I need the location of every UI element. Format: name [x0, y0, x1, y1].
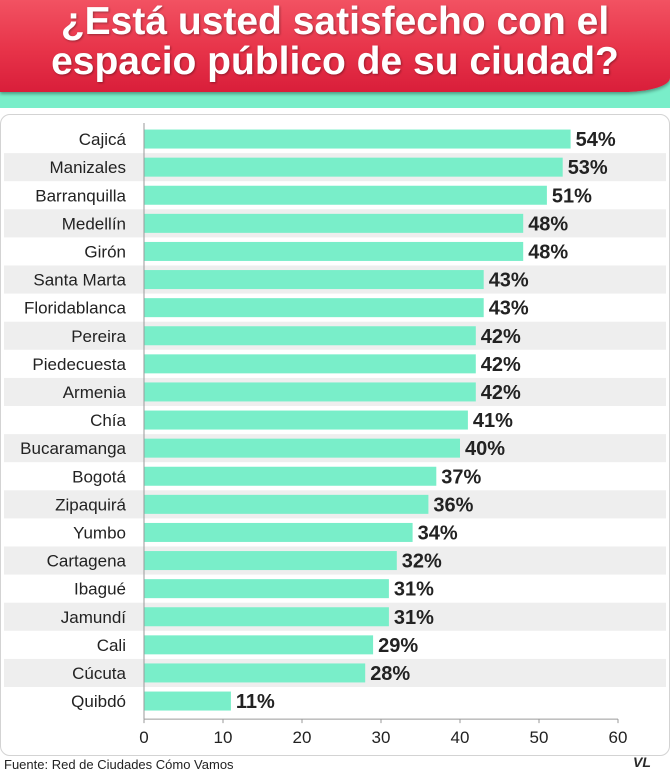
category-label: Jamundí [61, 608, 126, 627]
value-label: 42% [481, 326, 521, 348]
title-banner: ¿Está usted satisfecho con el espacio pú… [0, 0, 670, 92]
value-label: 29% [378, 635, 418, 657]
chart-panel: Cajicá Manizales Barranquilla Medellín Girón… [0, 114, 670, 756]
bar-3 [144, 185, 547, 205]
bar-6 [144, 270, 484, 290]
x-tick-label: 10 [214, 728, 233, 747]
x-tick-label: 30 [372, 728, 391, 747]
bar-20 [144, 663, 366, 683]
value-label: 42% [481, 382, 521, 404]
bar-2 [144, 157, 563, 177]
category-label: Medellín [62, 214, 126, 233]
title-line-1: ¿Está usted satisfecho con el [60, 0, 610, 43]
x-tick-label: 40 [451, 728, 470, 747]
bar-16 [144, 551, 397, 571]
category-label: Santa Marta [33, 271, 126, 290]
value-label: 32% [402, 551, 442, 573]
value-label: 31% [394, 579, 434, 601]
value-label: 40% [465, 438, 505, 460]
value-label: 43% [489, 298, 529, 320]
x-tick-label: 20 [293, 728, 312, 747]
value-label: 48% [528, 241, 568, 263]
value-label: 43% [489, 270, 529, 292]
category-label: Floridablanca [24, 299, 127, 318]
category-label: Pereira [71, 327, 126, 346]
bar-5 [144, 241, 524, 261]
x-tick-label: 50 [530, 728, 549, 747]
category-label: Cajicá [79, 130, 127, 149]
value-label: 42% [481, 354, 521, 376]
value-label: 34% [418, 522, 458, 544]
value-label: 48% [528, 213, 568, 235]
title-line-2: espacio público de su ciudad? [51, 40, 619, 83]
value-label: 41% [473, 410, 513, 432]
x-axis: 0 10 20 30 40 50 60 [139, 123, 627, 747]
page-title: ¿Está usted satisfecho con el espacio pú… [0, 2, 670, 82]
category-label: Armenia [63, 383, 127, 402]
bar-chart: Cajicá Manizales Barranquilla Medellín Girón… [4, 123, 666, 747]
value-label: 51% [552, 185, 592, 207]
bar-12 [144, 438, 460, 458]
logo: VL [633, 754, 651, 770]
category-label: Bucaramanga [20, 439, 126, 458]
bar-21 [144, 691, 231, 711]
bar-18 [144, 607, 389, 627]
bars [144, 129, 571, 711]
value-labels: 54% 53% 51% 48% 48% 43% 43% 42% 42% 42% 41% 40% 37% 3… [236, 129, 616, 713]
value-label: 11% [236, 691, 275, 713]
bar-13 [144, 466, 437, 486]
value-label: 31% [394, 607, 434, 629]
bar-15 [144, 522, 413, 542]
bar-7 [144, 298, 484, 318]
bar-9 [144, 354, 476, 374]
category-label: Yumbo [73, 523, 126, 542]
category-label: Quibdó [71, 692, 126, 711]
bar-14 [144, 494, 429, 514]
source-note: Fuente: Red de Ciudades Cómo Vamos [4, 757, 234, 772]
category-label: Bogotá [72, 467, 126, 486]
value-label: 53% [568, 157, 608, 179]
value-label: 37% [441, 466, 481, 488]
category-label: Cartagena [47, 552, 127, 571]
bar-19 [144, 635, 374, 655]
category-label: Chía [90, 411, 126, 430]
bar-1 [144, 129, 571, 149]
x-tick-label: 0 [139, 728, 148, 747]
category-label: Zipaquirá [55, 495, 126, 514]
value-label: 54% [576, 129, 616, 151]
bar-17 [144, 579, 389, 599]
bar-4 [144, 213, 524, 233]
category-labels: Cajicá Manizales Barranquilla Medellín Girón… [20, 130, 126, 711]
category-label: Cali [97, 636, 126, 655]
bar-11 [144, 410, 468, 430]
category-label: Girón [84, 242, 126, 261]
category-label: Piedecuesta [32, 355, 126, 374]
value-label: 28% [370, 663, 410, 685]
value-label: 36% [433, 494, 473, 516]
category-label: Barranquilla [35, 186, 126, 205]
category-label: Cúcuta [72, 664, 126, 683]
x-tick-label: 60 [609, 728, 628, 747]
bar-8 [144, 326, 476, 346]
category-label: Ibagué [74, 580, 126, 599]
header: ¿Está usted satisfecho con el espacio pú… [0, 0, 670, 108]
category-label: Manizales [49, 158, 126, 177]
bar-10 [144, 382, 476, 402]
